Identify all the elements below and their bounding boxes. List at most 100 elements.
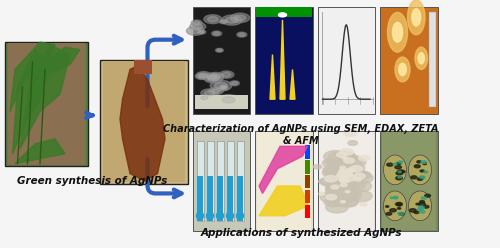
Circle shape (394, 196, 397, 198)
Circle shape (340, 185, 352, 190)
Circle shape (332, 162, 357, 174)
Circle shape (398, 161, 403, 163)
Ellipse shape (226, 212, 234, 219)
Circle shape (350, 172, 373, 184)
Text: Applications of synthesized AgNPs: Applications of synthesized AgNPs (200, 228, 402, 238)
Circle shape (386, 163, 393, 166)
Circle shape (400, 171, 405, 173)
Circle shape (414, 165, 420, 168)
Circle shape (328, 186, 345, 194)
Bar (134, 60, 152, 74)
Circle shape (424, 194, 430, 197)
Circle shape (186, 27, 204, 35)
Circle shape (397, 203, 402, 206)
Circle shape (398, 170, 404, 173)
Circle shape (416, 203, 420, 205)
Circle shape (198, 30, 206, 34)
Circle shape (319, 192, 325, 195)
Circle shape (332, 167, 352, 176)
Polygon shape (259, 186, 308, 216)
Circle shape (326, 184, 349, 196)
Circle shape (348, 169, 366, 179)
Circle shape (340, 170, 357, 179)
Bar (192, 7, 250, 114)
Circle shape (324, 197, 344, 207)
Circle shape (210, 74, 220, 79)
Circle shape (424, 205, 429, 208)
Circle shape (325, 160, 334, 164)
Circle shape (410, 209, 416, 212)
Circle shape (344, 130, 356, 136)
Circle shape (220, 85, 228, 89)
Circle shape (350, 166, 362, 172)
Circle shape (348, 172, 364, 180)
Circle shape (340, 178, 350, 183)
Circle shape (353, 165, 365, 171)
Bar (192, 131, 250, 231)
Circle shape (398, 176, 402, 178)
Circle shape (338, 177, 343, 180)
Circle shape (348, 141, 358, 145)
Circle shape (194, 21, 200, 24)
Bar (318, 7, 375, 114)
Circle shape (340, 154, 357, 163)
Circle shape (200, 96, 208, 99)
Bar (237, 176, 243, 221)
Circle shape (398, 171, 402, 173)
Bar (319, 132, 374, 230)
Circle shape (320, 177, 341, 187)
Bar (207, 176, 213, 221)
Circle shape (418, 202, 426, 206)
Circle shape (322, 167, 346, 179)
Circle shape (390, 197, 393, 199)
Circle shape (232, 82, 237, 85)
Polygon shape (290, 69, 295, 99)
Circle shape (318, 178, 332, 185)
Ellipse shape (395, 57, 410, 82)
Circle shape (344, 158, 354, 163)
Circle shape (222, 86, 226, 88)
Circle shape (204, 74, 220, 81)
Circle shape (396, 202, 402, 206)
Circle shape (421, 176, 424, 178)
Circle shape (339, 177, 347, 182)
Circle shape (237, 32, 247, 37)
Ellipse shape (408, 155, 432, 185)
Circle shape (358, 155, 370, 161)
Polygon shape (120, 67, 165, 181)
Circle shape (191, 20, 202, 26)
Polygon shape (12, 50, 50, 154)
Circle shape (340, 187, 360, 197)
Circle shape (396, 162, 401, 165)
Circle shape (323, 165, 343, 175)
Bar (304, 190, 310, 203)
Circle shape (336, 189, 361, 201)
Circle shape (422, 197, 426, 199)
Bar (102, 61, 185, 182)
Bar (380, 7, 438, 114)
Circle shape (398, 208, 400, 209)
Circle shape (217, 49, 222, 51)
Bar (256, 7, 312, 17)
Polygon shape (20, 45, 70, 149)
Polygon shape (15, 139, 65, 164)
Bar (206, 141, 214, 221)
Circle shape (200, 73, 208, 77)
Circle shape (193, 24, 202, 29)
Circle shape (324, 168, 344, 178)
Circle shape (346, 191, 354, 195)
Ellipse shape (236, 212, 244, 219)
Polygon shape (30, 47, 80, 109)
Circle shape (230, 81, 239, 86)
Bar (304, 160, 310, 174)
Circle shape (222, 72, 231, 77)
Circle shape (417, 161, 422, 163)
Circle shape (396, 172, 403, 175)
Circle shape (340, 155, 363, 167)
Circle shape (221, 20, 226, 23)
Circle shape (208, 16, 218, 22)
Circle shape (398, 212, 404, 215)
Circle shape (230, 13, 250, 23)
Circle shape (239, 33, 245, 36)
Circle shape (342, 156, 347, 159)
